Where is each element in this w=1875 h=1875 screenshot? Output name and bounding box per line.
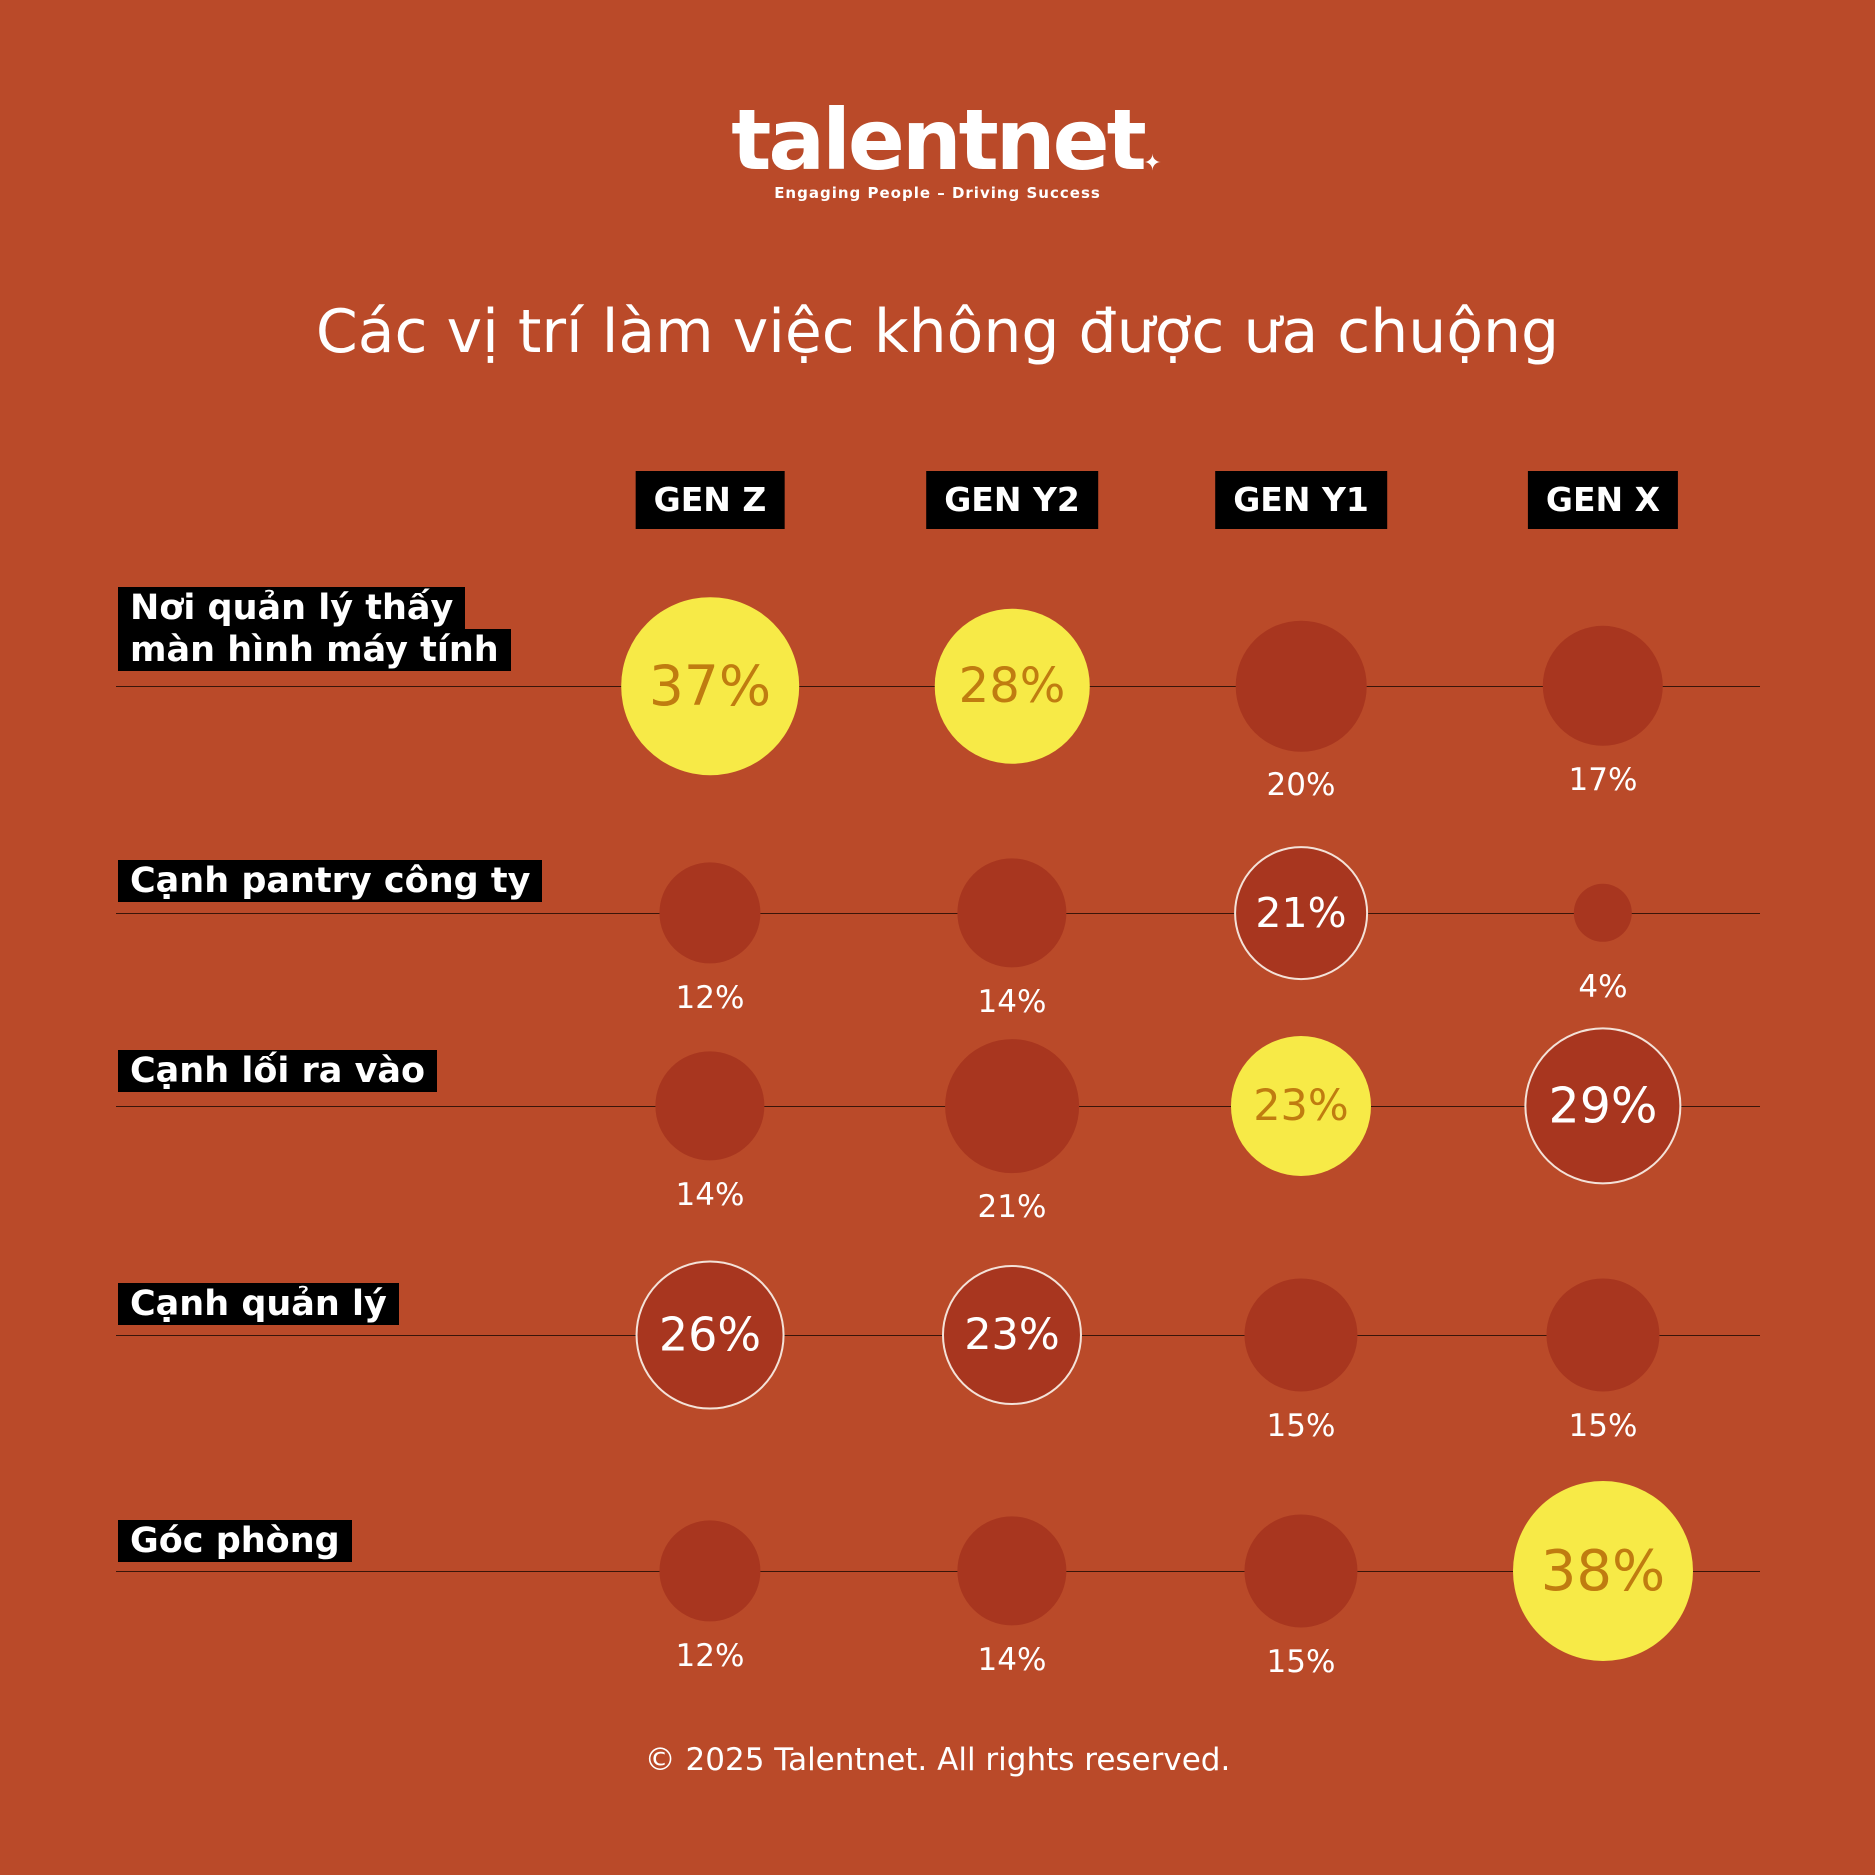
data-bubble (945, 1039, 1079, 1173)
value-label: 15% (1266, 1407, 1336, 1444)
data-bubble: 38% (1513, 1481, 1693, 1661)
row-label-line: Nơi quản lý thấy (118, 587, 466, 629)
value-label: 4% (1578, 969, 1628, 1005)
value-label: 37% (648, 653, 772, 718)
chart-title: Các vị trí làm việc không được ưa chuộng (315, 297, 1560, 367)
row-label: Cạnh quản lý (118, 1283, 399, 1325)
value-label: 23% (1253, 1081, 1349, 1131)
data-bubble: 28% (934, 608, 1090, 764)
data-bubble: 23% (941, 1264, 1083, 1406)
value-label: 21% (1255, 888, 1347, 937)
column-header-gen-x: GEN X (1527, 471, 1679, 529)
sparkle-icon: ✦ (1143, 151, 1162, 176)
column-header-gen-y1: GEN Y1 (1215, 471, 1387, 529)
copyright-footer: © 2025 Talentnet. All rights reserved. (644, 1742, 1231, 1778)
data-bubble (659, 862, 761, 964)
row-label: Nơi quản lý thấy màn hình máy tính (118, 587, 511, 671)
data-bubble: 26% (635, 1260, 785, 1410)
data-bubble: 23% (1230, 1035, 1372, 1177)
value-label: 15% (1568, 1407, 1638, 1444)
value-label: 28% (958, 658, 1066, 714)
value-label: 14% (977, 983, 1047, 1020)
talentnet-logo: talentnet ✦ Engaging People – Driving Su… (0, 90, 1875, 202)
row-label-line: Cạnh quản lý (118, 1283, 399, 1325)
value-label: 15% (1266, 1643, 1336, 1680)
data-bubble (655, 1051, 765, 1161)
row-label-line: Góc phòng (118, 1520, 352, 1562)
value-label: 17% (1568, 762, 1638, 799)
value-label: 29% (1548, 1077, 1658, 1135)
data-bubble (957, 858, 1067, 968)
row-label-line: màn hình máy tính (118, 629, 511, 671)
data-bubble (1542, 625, 1664, 747)
value-label: 38% (1540, 1538, 1666, 1604)
data-bubble (1546, 1278, 1660, 1392)
data-bubble: 21% (1234, 846, 1368, 980)
column-header-gen-y2: GEN Y2 (926, 471, 1098, 529)
row-divider (116, 1106, 1760, 1107)
data-bubble (1235, 620, 1367, 752)
value-label: 20% (1266, 767, 1336, 804)
data-bubble: 37% (621, 597, 799, 775)
row-divider (116, 1571, 1760, 1572)
row-label: Cạnh lối ra vào (118, 1050, 438, 1092)
row-label-line: Cạnh pantry công ty (118, 860, 543, 902)
data-bubble (1244, 1514, 1358, 1628)
row-divider (116, 913, 1760, 914)
logo-wordmark: talentnet (731, 91, 1146, 189)
row-label: Góc phòng (118, 1520, 352, 1562)
row-label-line: Cạnh lối ra vào (118, 1050, 438, 1092)
data-bubble: 29% (1524, 1027, 1682, 1185)
value-label: 21% (977, 1188, 1047, 1225)
value-label: 23% (964, 1310, 1060, 1360)
value-label: 12% (675, 979, 745, 1016)
row-label: Cạnh pantry công ty (118, 860, 543, 902)
column-header-gen-z: GEN Z (635, 471, 785, 529)
value-label: 14% (977, 1641, 1047, 1678)
row-divider (116, 1335, 1760, 1336)
data-bubble (1573, 883, 1633, 943)
data-bubble (1244, 1278, 1358, 1392)
data-bubble (957, 1516, 1067, 1626)
value-label: 14% (675, 1176, 745, 1213)
data-bubble (659, 1520, 761, 1622)
value-label: 26% (658, 1307, 762, 1362)
value-label: 12% (675, 1637, 745, 1674)
logo-tagline: Engaging People – Driving Success (774, 184, 1101, 202)
